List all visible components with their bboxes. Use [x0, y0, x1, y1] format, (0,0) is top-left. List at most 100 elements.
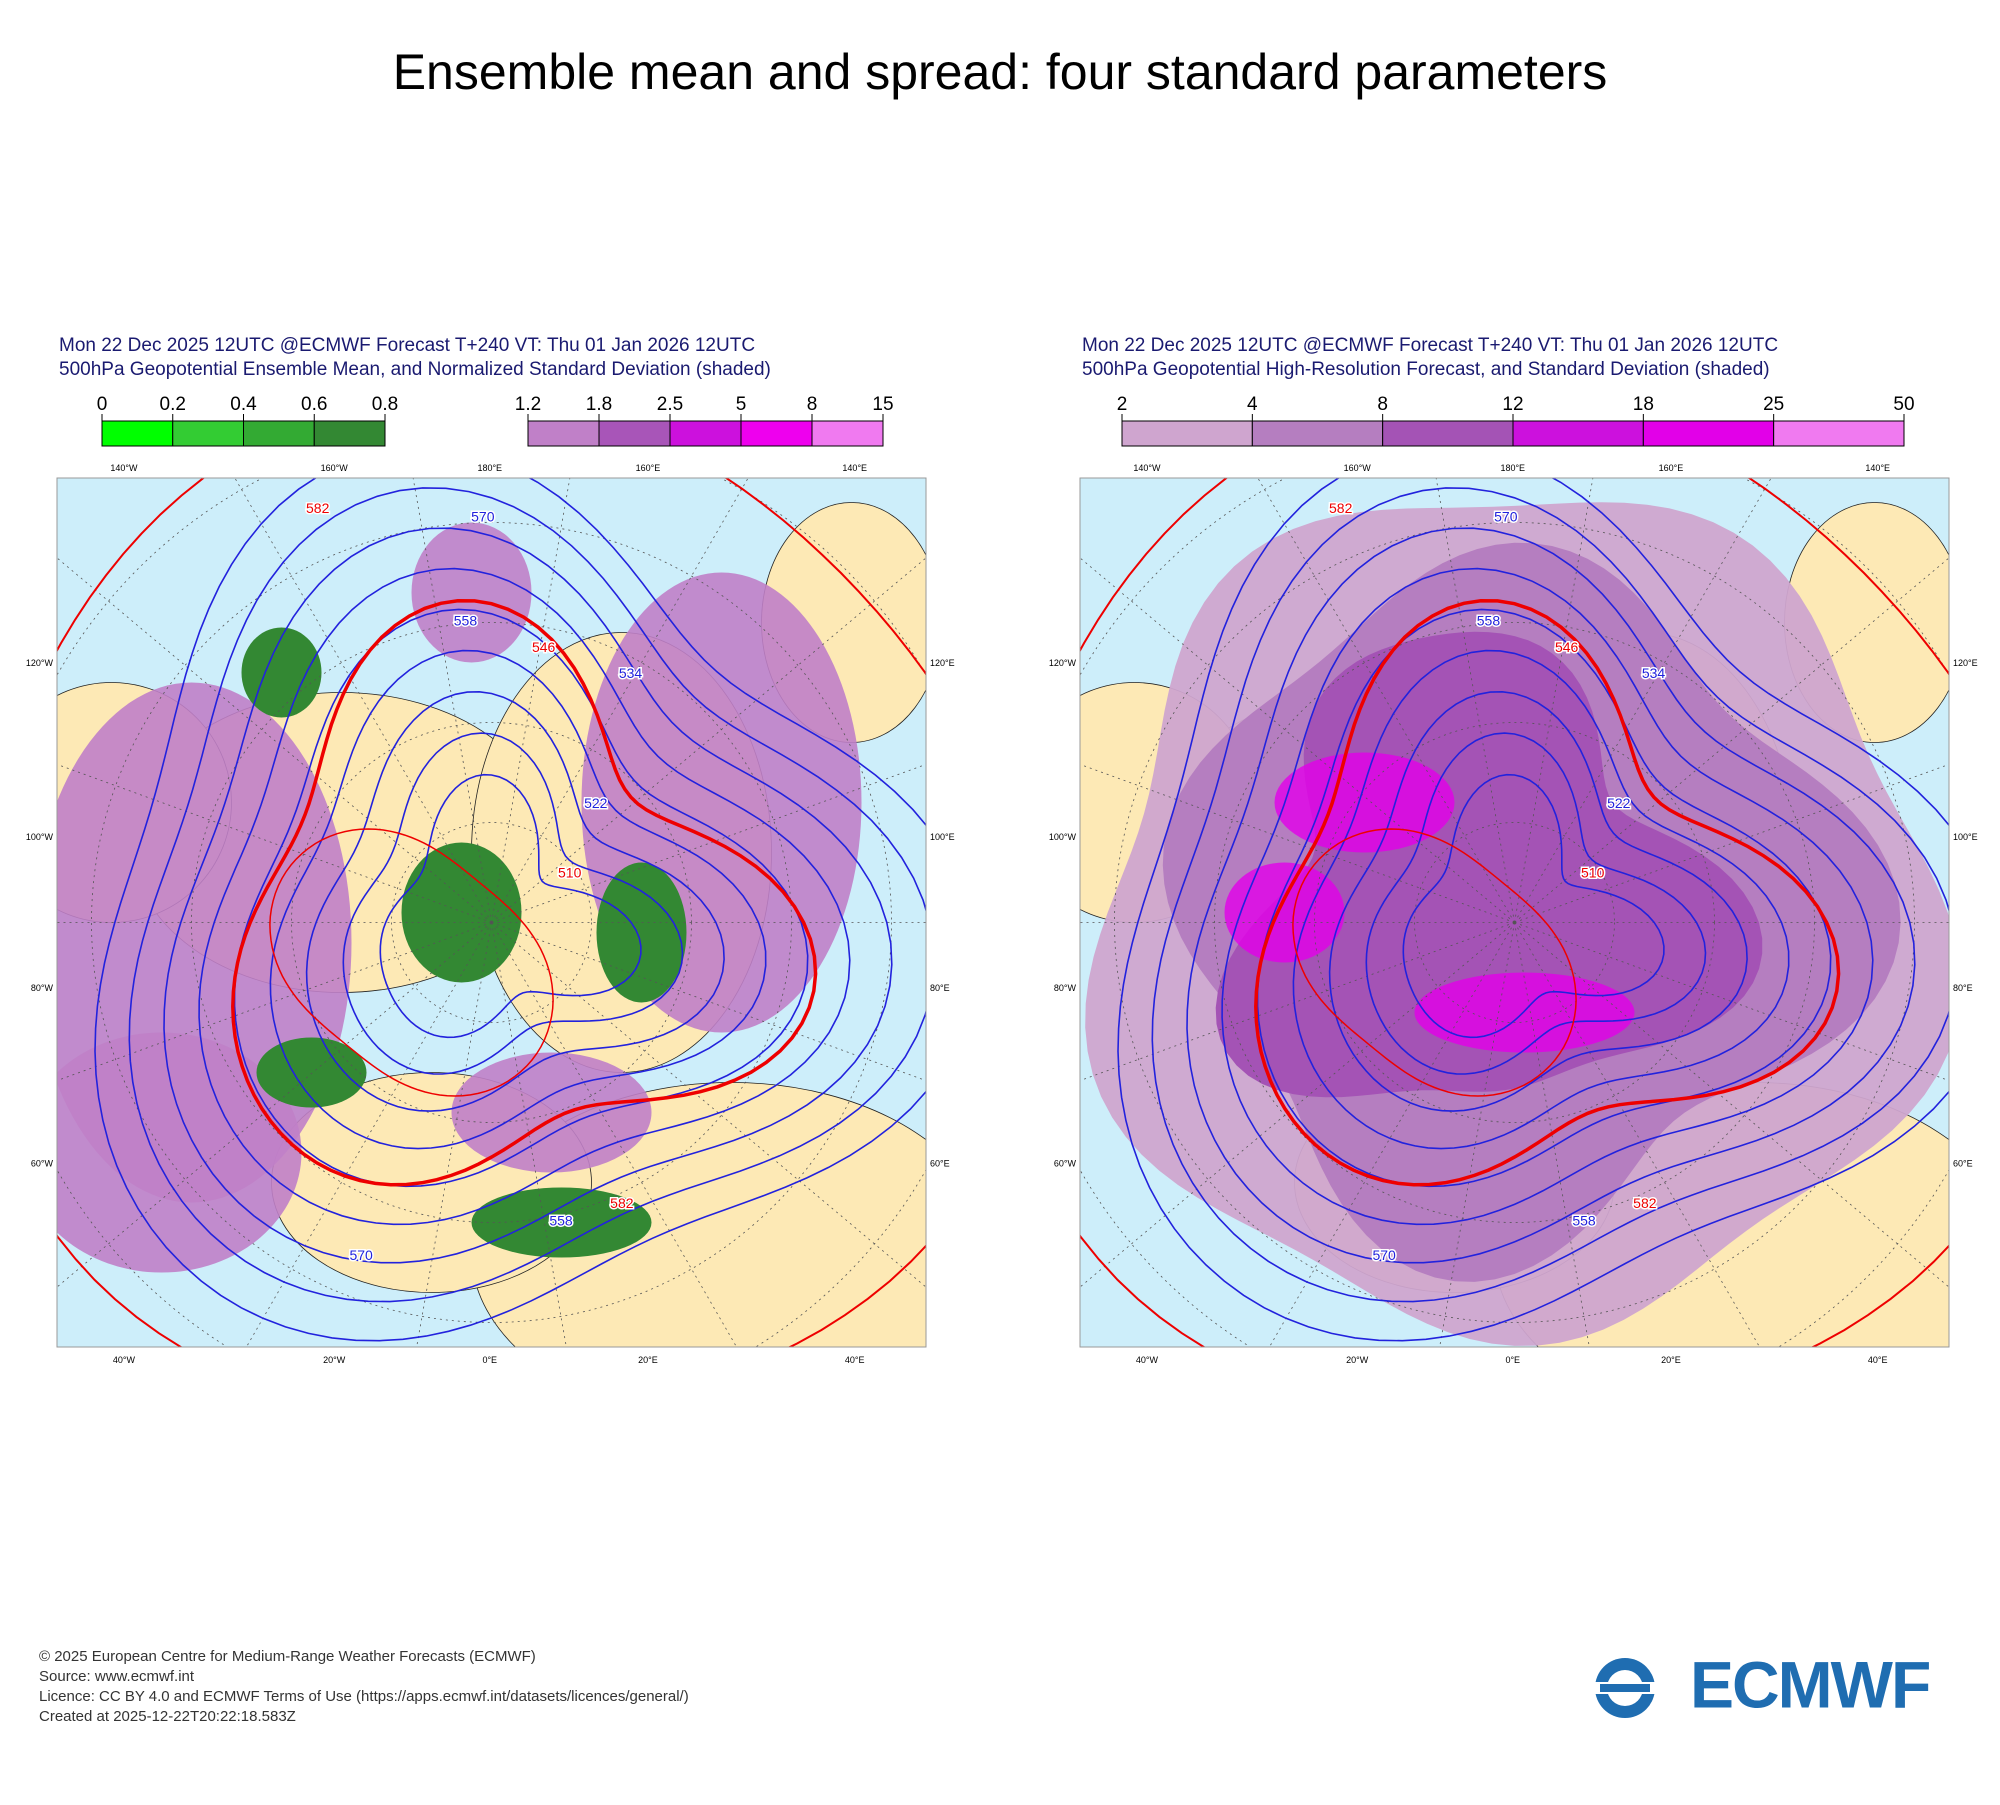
contour-label: 570 — [349, 1247, 373, 1263]
lon-label: 80°E — [930, 983, 950, 993]
colorbar-swatch — [314, 421, 385, 446]
lon-label: 80°E — [1953, 983, 1973, 993]
footer-line: © 2025 European Centre for Medium-Range … — [39, 1648, 536, 1665]
lon-label: 20°W — [323, 1355, 346, 1365]
panel: Mon 22 Dec 2025 12UTC @ECMWF Forecast T+… — [0, 233, 1192, 1612]
panel-header: Mon 22 Dec 2025 12UTC @ECMWF Forecast T+… — [59, 335, 755, 356]
footer-line: Source: www.ecmwf.int — [39, 1668, 195, 1685]
contour-label: 522 — [584, 795, 608, 811]
lon-label: 160°E — [636, 463, 661, 473]
colorbar-swatch — [528, 421, 599, 446]
lon-label: 100°E — [930, 832, 955, 842]
colorbar-tick-label: 0.8 — [372, 394, 398, 415]
lon-label: 60°W — [1054, 1159, 1077, 1169]
page-title: Ensemble mean and spread: four standard … — [393, 44, 1608, 100]
colorbar-tick-label: 4 — [1247, 394, 1258, 415]
contour-label: 510 — [1581, 865, 1605, 881]
contour-label: 558 — [454, 613, 478, 629]
contour-label: 546 — [1555, 639, 1579, 655]
colorbar-swatch — [741, 421, 812, 446]
lon-label: 160°E — [1659, 463, 1684, 473]
colorbar-tick-label: 0.4 — [230, 394, 257, 415]
lon-label: 60°E — [930, 1159, 950, 1169]
spread-shading — [412, 523, 532, 663]
contour-label: 558 — [1477, 613, 1501, 629]
colorbar-swatch — [599, 421, 670, 446]
contour-label: 582 — [1633, 1195, 1657, 1211]
lon-label: 60°W — [31, 1159, 54, 1169]
logo-text: ECMWF — [1690, 1647, 1929, 1721]
lon-label: 40°W — [113, 1355, 136, 1365]
colorbar-tick-label: 25 — [1763, 394, 1784, 415]
normalized-shading — [597, 863, 687, 1003]
contour-label: 510 — [558, 865, 582, 881]
colorbar-tick-label: 18 — [1633, 394, 1654, 415]
colorbar-tick-label: 12 — [1502, 394, 1523, 415]
contour-label: 546 — [532, 639, 556, 655]
lon-label: 40°E — [1868, 1355, 1888, 1365]
lon-label: 180°E — [477, 463, 502, 473]
lon-label: 0°E — [482, 1355, 497, 1365]
colorbar-swatch — [1774, 421, 1904, 446]
colorbar-tick-label: 2 — [1117, 394, 1128, 415]
contour-label: 534 — [619, 665, 643, 681]
colorbar-tick-label: 8 — [1377, 394, 1388, 415]
contour-label: 582 — [610, 1195, 634, 1211]
colorbar-swatch — [1383, 421, 1513, 446]
colorbar-tick-label: 5 — [736, 394, 747, 415]
lon-label: 180°E — [1500, 463, 1525, 473]
colorbar-tick-label: 2.5 — [657, 394, 683, 415]
colorbar-swatch — [1513, 421, 1643, 446]
colorbar-swatch — [1252, 421, 1382, 446]
lon-label: 100°E — [1953, 832, 1978, 842]
colorbar-tick-label: 8 — [807, 394, 818, 415]
lon-label: 20°W — [1346, 1355, 1369, 1365]
lon-label: 120°E — [1953, 658, 1978, 668]
contour-label: 534 — [1642, 665, 1666, 681]
lon-label: 0°E — [1505, 1355, 1520, 1365]
colorbar-swatch — [812, 421, 883, 446]
lon-label: 120°E — [930, 658, 955, 668]
lon-label: 80°W — [31, 983, 54, 993]
panel-header: 500hPa Geopotential High-Resolution Fore… — [1082, 359, 1770, 380]
lon-label: 100°W — [26, 832, 54, 842]
lon-label: 140°W — [110, 463, 138, 473]
lon-label: 80°W — [1054, 983, 1077, 993]
contour-label: 522 — [1607, 795, 1631, 811]
lon-label: 40°W — [1136, 1355, 1159, 1365]
logo: ECMWF — [1592, 1647, 1929, 1721]
lon-label: 140°E — [1865, 463, 1890, 473]
colorbar-swatch — [1122, 421, 1252, 446]
contour-label: 558 — [1572, 1212, 1596, 1228]
contour-label: 582 — [1329, 500, 1353, 516]
footer-line: Created at 2025-12-22T20:22:18.583Z — [39, 1708, 296, 1725]
contour-label: 570 — [1494, 508, 1518, 524]
footer-line: Licence: CC BY 4.0 and ECMWF Terms of Us… — [39, 1688, 689, 1705]
contour-label: 558 — [549, 1212, 573, 1228]
lon-label: 100°W — [1049, 832, 1077, 842]
spread-shading — [1225, 863, 1345, 963]
colorbar-tick-label: 15 — [872, 394, 893, 415]
contour-label: 582 — [306, 500, 330, 516]
contour-label: 570 — [1372, 1247, 1396, 1263]
colorbar-tick-label: 0.2 — [160, 394, 186, 415]
lon-label: 140°E — [842, 463, 867, 473]
spread-shading — [452, 1053, 652, 1173]
colorbar-swatch — [1643, 421, 1773, 446]
colorbar-tick-label: 1.2 — [515, 394, 541, 415]
spread-shading — [1415, 973, 1635, 1053]
contour-label: 570 — [471, 508, 495, 524]
lon-label: 120°W — [1049, 658, 1077, 668]
lon-label: 140°W — [1133, 463, 1161, 473]
spread-shading — [1275, 753, 1455, 853]
lon-label: 60°E — [1953, 1159, 1973, 1169]
panel-header: Mon 22 Dec 2025 12UTC @ECMWF Forecast T+… — [1082, 335, 1778, 356]
colorbar-tick-label: 0.6 — [301, 394, 327, 415]
panel: Mon 22 Dec 2025 12UTC @ECMWF Forecast T+… — [815, 233, 2000, 1612]
lon-label: 120°W — [26, 658, 54, 668]
normalized-shading — [402, 843, 522, 983]
colorbar-swatch — [670, 421, 741, 446]
colorbar-swatch — [244, 421, 315, 446]
lon-label: 20°E — [638, 1355, 658, 1365]
colorbar-tick-label: 0 — [97, 394, 108, 415]
